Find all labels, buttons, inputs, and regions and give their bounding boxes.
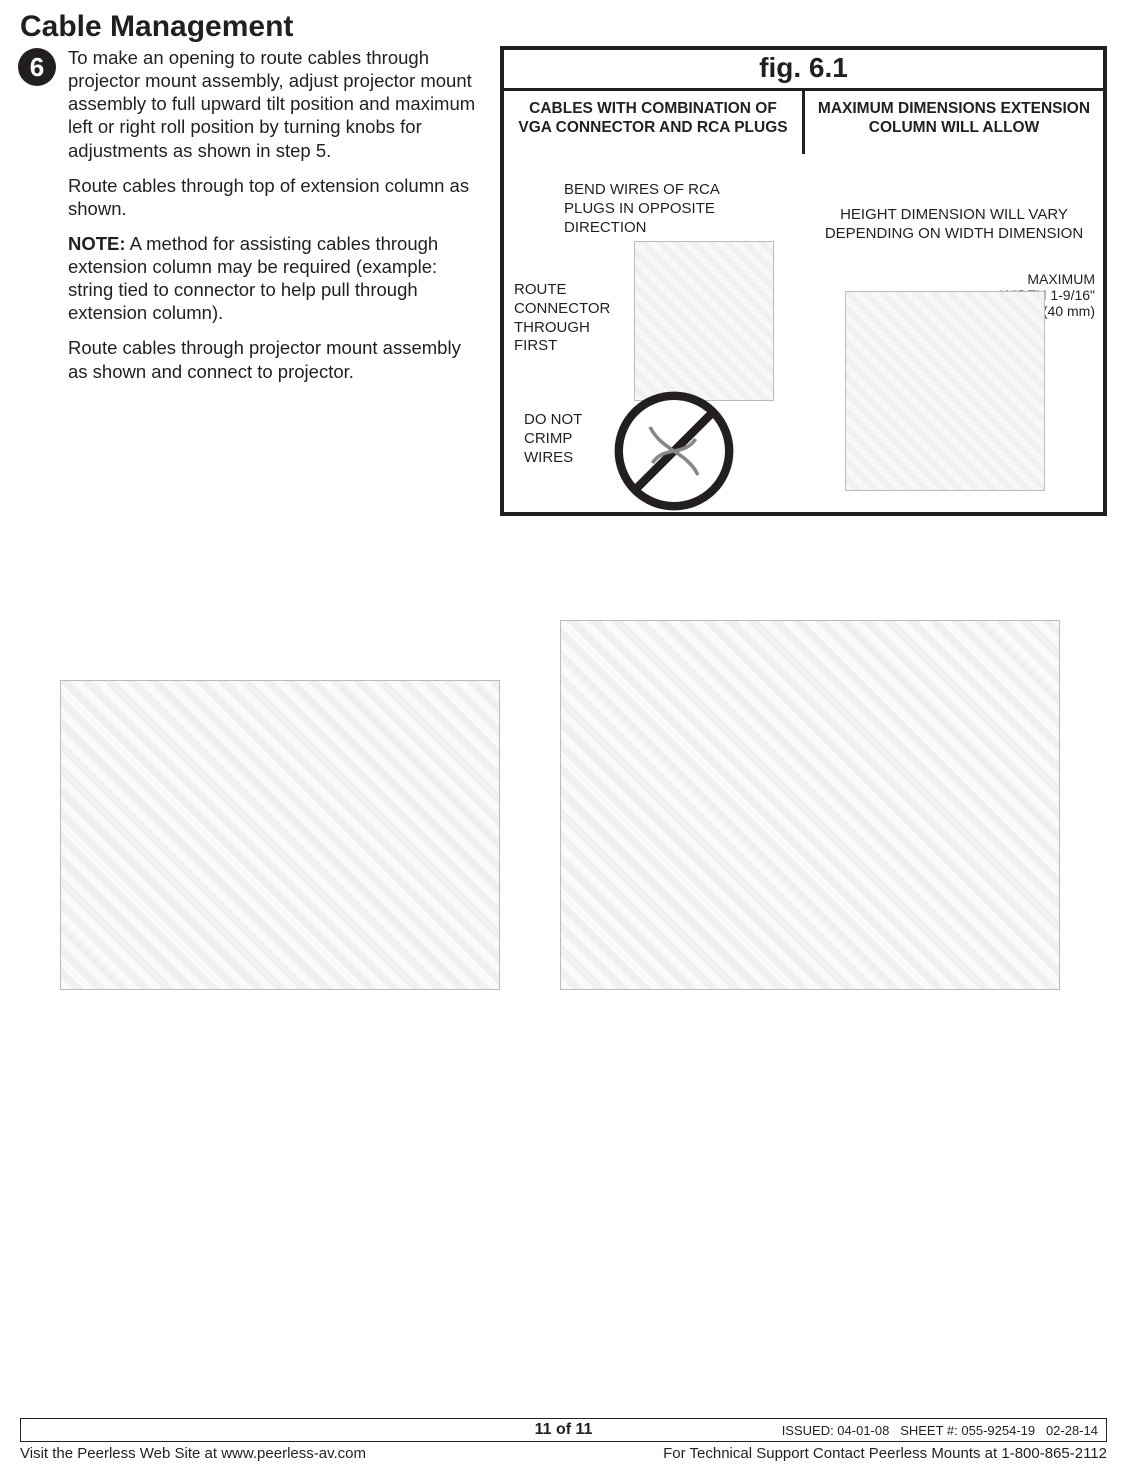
height-dimension-label: HEIGHT DIMENSION WILL VARY DEPENDING ON …	[815, 206, 1093, 244]
figure-left-column: CABLES WITH COMBINATION OF VGA CONNECTOR…	[504, 91, 805, 154]
note-label: NOTE:	[68, 233, 126, 254]
page-number: 11 of 11	[535, 1421, 593, 1439]
figure-right-header: MAXIMUM DIMENSIONS EXTENSION COLUMN WILL…	[815, 99, 1093, 138]
section-title: Cable Management	[20, 10, 1107, 44]
footer-row2: Visit the Peerless Web Site at www.peerl…	[20, 1445, 1107, 1462]
no-crimp-icon	[614, 391, 734, 511]
page: Cable Management 6 To make an opening to…	[0, 0, 1127, 1480]
paragraph-1: To make an opening to route cables throu…	[68, 46, 480, 162]
footer-bar: 11 of 11 ISSUED: 04-01-08 SHEET #: 055-9…	[20, 1418, 1107, 1442]
footer-sheet: SHEET #: 055-9254-19	[900, 1423, 1035, 1438]
figure-columns: CABLES WITH COMBINATION OF VGA CONNECTOR…	[504, 91, 1103, 154]
paragraph-4: Route cables through projector mount ass…	[68, 336, 480, 382]
bend-wires-label: BEND WIRES OF RCA PLUGS IN OPPOSITE DIRE…	[564, 181, 754, 237]
footer-support: For Technical Support Contact Peerless M…	[663, 1445, 1107, 1462]
step-number-badge: 6	[18, 48, 56, 86]
figure-box: fig. 6.1 CABLES WITH COMBINATION OF VGA …	[500, 46, 1107, 516]
vga-rca-diagram	[634, 241, 774, 401]
paragraph-2: Route cables through top of extension co…	[68, 174, 480, 220]
figure-right-column: MAXIMUM DIMENSIONS EXTENSION COLUMN WILL…	[805, 91, 1103, 154]
route-connector-label: ROUTE CONNECTOR THROUGH FIRST	[514, 281, 624, 356]
paragraph-3: NOTE: A method for assisting cables thro…	[68, 232, 480, 325]
do-not-crimp-label: DO NOT CRIMP WIRES	[524, 411, 604, 467]
instruction-text: To make an opening to route cables throu…	[68, 46, 480, 383]
instruction-column: 6 To make an opening to route cables thr…	[20, 46, 480, 395]
connector-dimension-diagram	[845, 291, 1045, 491]
page-footer: 11 of 11 ISSUED: 04-01-08 SHEET #: 055-9…	[20, 1418, 1107, 1462]
content-row: 6 To make an opening to route cables thr…	[20, 46, 1107, 516]
projector-mount-illustration-left	[60, 680, 500, 990]
projector-mount-illustration-right	[560, 620, 1060, 990]
footer-rev: 02-28-14	[1046, 1423, 1098, 1438]
figure-left-header: CABLES WITH COMBINATION OF VGA CONNECTOR…	[514, 99, 792, 138]
footer-website: Visit the Peerless Web Site at www.peerl…	[20, 1445, 366, 1462]
footer-issued: ISSUED: 04-01-08	[782, 1423, 890, 1438]
footer-meta: ISSUED: 04-01-08 SHEET #: 055-9254-19 02…	[782, 1423, 1106, 1438]
figure-title: fig. 6.1	[504, 50, 1103, 91]
